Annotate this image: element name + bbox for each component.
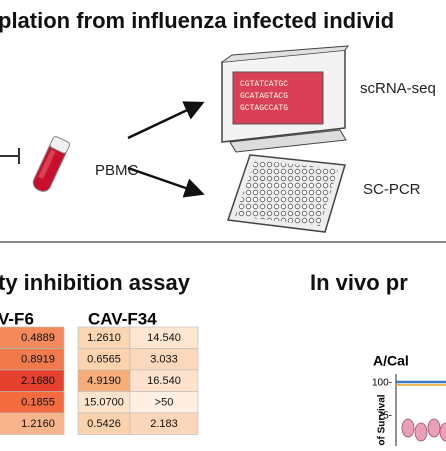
tick-label: 75- — [378, 411, 392, 422]
tick-label: 100- — [372, 378, 392, 389]
output-label: SC-PCR — [363, 181, 421, 198]
computer — [221, 45, 350, 153]
blood-tube — [32, 136, 71, 192]
cell-text: 0.1855 — [21, 396, 55, 408]
screen-text: GCATAGTACG — [240, 92, 288, 101]
arrow — [127, 101, 205, 140]
cell-text: 1.2610 — [87, 332, 121, 344]
panel-title: In vivo pr — [310, 270, 408, 295]
cell-text: 3.033 — [150, 353, 178, 365]
cell-text: >50 — [155, 396, 174, 408]
mice — [401, 418, 446, 442]
cell-text: 2.183 — [150, 418, 178, 430]
cell-text: 0.4889 — [21, 332, 55, 344]
cell-text: 15.0700 — [84, 396, 124, 408]
panel-title: plation from influenza infected individ — [0, 8, 394, 33]
output-label: scRNA-seq — [360, 80, 436, 97]
cell-text: 1.2160 — [21, 418, 55, 430]
axis-label: of Survival — [377, 394, 388, 445]
screen-text: CGTATCATGC — [240, 80, 288, 89]
table-cell — [129, 412, 199, 435]
table-cell — [0, 412, 65, 435]
cell-text: 14.540 — [147, 332, 181, 344]
pcr-plate — [226, 154, 346, 233]
arrow — [127, 166, 205, 198]
chart-title: A/Cal — [373, 353, 409, 369]
cell-text: 0.5426 — [87, 418, 121, 430]
sample-label: PBMC — [95, 162, 139, 179]
cell-text: 2.1680 — [21, 375, 55, 387]
column-title: V-F6 — [0, 309, 34, 328]
screen-text: GCTAGCCATG — [240, 104, 288, 113]
cell-text: 0.6565 — [87, 353, 121, 365]
heatmap-table: 0.4889 1.2610 14.540 0.8919 0.6565 3.033 2.168… — [0, 326, 199, 435]
cell-text: 0.8919 — [21, 353, 55, 365]
panel-title: ty inhibition assay — [0, 270, 191, 295]
cell-text: 4.9190 — [87, 375, 121, 387]
inhibit-symbol — [0, 148, 20, 164]
cell-text: 16.540 — [147, 375, 181, 387]
column-title: CAV-F34 — [88, 309, 157, 328]
